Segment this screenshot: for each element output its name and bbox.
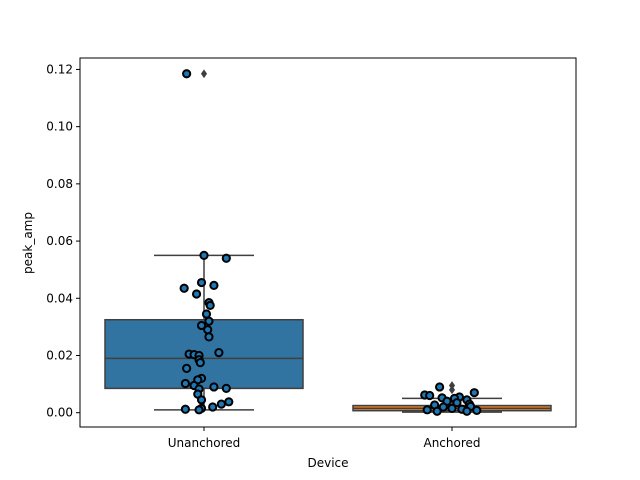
points-layer (179, 69, 482, 416)
data-point (182, 363, 192, 373)
data-point (201, 309, 212, 319)
data-point (191, 289, 202, 299)
data-point (435, 382, 445, 392)
data-point (204, 316, 214, 326)
data-point (199, 250, 209, 260)
y-axis-label: peak_amp (21, 212, 35, 274)
y-tick-label: 0.02 (46, 348, 73, 362)
data-point (221, 253, 231, 263)
data-point (469, 388, 479, 398)
outlier-marker (200, 69, 208, 79)
y-tick-label: 0.06 (46, 234, 73, 248)
data-point (462, 406, 472, 416)
y-tick-label: 0.10 (46, 120, 73, 134)
y-tick-label: 0.08 (46, 177, 73, 191)
data-point (196, 395, 207, 405)
x-axis: Unanchored Anchored (168, 427, 481, 450)
x-axis-label: Device (307, 456, 348, 470)
data-point (195, 358, 205, 368)
data-point (432, 406, 442, 416)
x-tick-label: Anchored (423, 436, 480, 450)
data-point (180, 378, 190, 389)
data-point (203, 325, 213, 335)
data-point (205, 300, 215, 311)
outlier-marker (448, 385, 456, 395)
data-point (182, 69, 192, 79)
data-point (209, 280, 219, 291)
data-point (216, 399, 226, 409)
data-point (447, 403, 457, 414)
data-point (194, 405, 204, 415)
data-point (196, 277, 207, 288)
y-axis: 0.00 0.02 0.04 0.06 0.08 0.10 0.12 (46, 62, 80, 420)
data-point (221, 383, 231, 393)
y-tick-label: 0.12 (46, 62, 73, 76)
data-point (438, 402, 448, 412)
x-tick-label: Unanchored (168, 436, 241, 450)
data-point (472, 405, 482, 416)
data-point (196, 320, 207, 331)
plot-frame (79, 57, 577, 428)
data-point (214, 348, 224, 358)
data-point (425, 390, 435, 401)
y-tick-label: 0.04 (46, 291, 73, 305)
data-point (224, 397, 234, 407)
data-point (209, 382, 219, 392)
data-point (208, 402, 218, 412)
y-tick-label: 0.00 (46, 406, 73, 420)
data-point (422, 405, 432, 415)
data-point (179, 283, 189, 293)
data-point (180, 404, 190, 414)
data-point (452, 398, 462, 408)
data-point (204, 332, 214, 342)
